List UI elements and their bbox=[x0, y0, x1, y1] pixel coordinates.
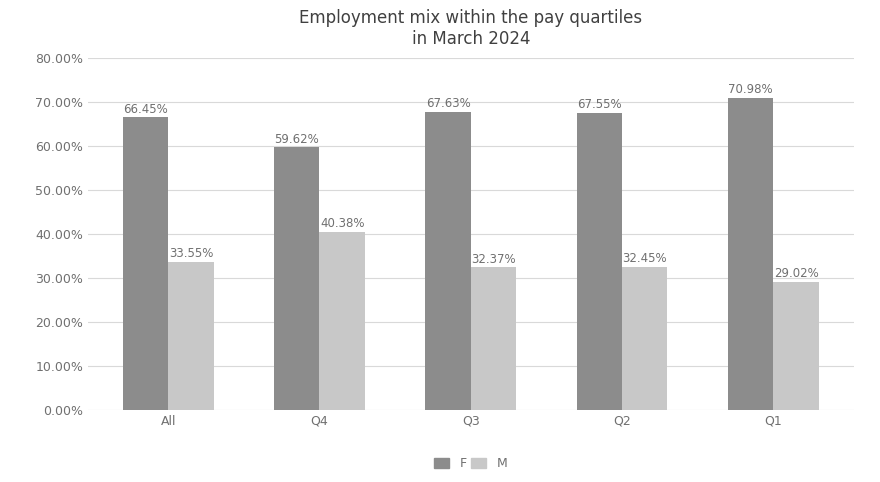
Text: 32.37%: 32.37% bbox=[471, 253, 516, 266]
Title: Employment mix within the pay quartiles
in March 2024: Employment mix within the pay quartiles … bbox=[299, 9, 642, 48]
Bar bbox=[576, 113, 622, 410]
Bar bbox=[168, 262, 214, 410]
Text: 67.63%: 67.63% bbox=[426, 97, 471, 110]
Text: 70.98%: 70.98% bbox=[729, 83, 773, 96]
Bar bbox=[425, 112, 471, 410]
Legend: F, M: F, M bbox=[430, 454, 511, 474]
Text: 59.62%: 59.62% bbox=[275, 133, 319, 146]
Text: 66.45%: 66.45% bbox=[123, 103, 168, 116]
Text: 40.38%: 40.38% bbox=[320, 217, 364, 230]
Bar bbox=[622, 267, 668, 410]
Text: 29.02%: 29.02% bbox=[774, 268, 818, 281]
Bar bbox=[319, 232, 365, 410]
Bar bbox=[471, 268, 517, 410]
Bar bbox=[274, 147, 319, 410]
Bar bbox=[774, 282, 818, 410]
Bar bbox=[728, 97, 774, 410]
Text: 33.55%: 33.55% bbox=[169, 247, 213, 260]
Text: 32.45%: 32.45% bbox=[622, 252, 667, 265]
Text: 67.55%: 67.55% bbox=[577, 98, 622, 111]
Bar bbox=[123, 118, 168, 410]
